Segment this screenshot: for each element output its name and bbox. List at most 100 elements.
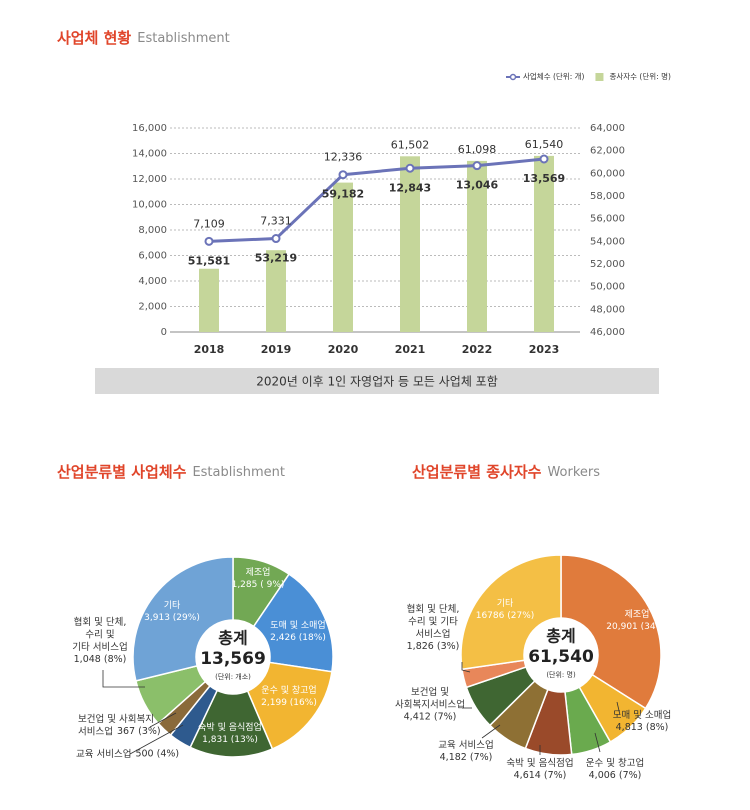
value-label: 367 (3%) — [117, 726, 161, 737]
y2-tick-label: 60,000 — [590, 168, 625, 179]
data-label: 12,336 — [324, 151, 363, 164]
segment-label: 보건업 및 사회복지서비스업 — [395, 686, 465, 711]
y2-tick-label: 54,000 — [590, 236, 625, 247]
label-line: 보건업 및 — [411, 686, 449, 698]
label-line: 사회복지서비스업 — [395, 698, 465, 710]
value-label: 16786 (27%) — [476, 611, 535, 621]
label-line: 제조업 — [246, 567, 271, 578]
line-marker — [539, 154, 549, 164]
label-line: 협회 및 단체, — [74, 616, 127, 628]
data-label: 53,219 — [255, 252, 297, 265]
data-label: 61,540 — [525, 138, 564, 151]
segment-label: 운수 및 창고업 — [261, 684, 316, 696]
bar — [333, 182, 353, 332]
segment-label: 교육 서비스업 — [438, 739, 493, 751]
leader-line — [594, 732, 601, 753]
note-box — [95, 368, 659, 394]
segment-label: 협회 및 단체, 수리 및 기타 서비스업 — [407, 603, 460, 640]
y2-tick-label: 56,000 — [590, 214, 625, 225]
y-tick-label: 14,000 — [132, 149, 167, 160]
label-line: 서비스업 — [416, 628, 451, 640]
legend-label: 종사자수 (단위: 명) — [609, 71, 671, 81]
leader-line — [102, 670, 145, 688]
label-line: 기타 서비스업 — [72, 641, 127, 653]
center-title: 총계 — [546, 627, 575, 646]
data-label: 51,581 — [188, 254, 230, 267]
value-label: 4,614 (7%) — [514, 770, 567, 781]
label-line: 제조업 — [625, 609, 650, 620]
data-label: 13,569 — [523, 172, 565, 185]
title: 산업분류별 사업체수 — [57, 463, 187, 481]
leader-line — [616, 701, 621, 716]
subtitle: Establishment — [137, 31, 230, 46]
label-line: 보건업 및 사회복지 — [78, 713, 154, 725]
leader-line — [461, 662, 471, 673]
legend-swatch — [595, 73, 604, 81]
x-tick-label: 2022 — [462, 343, 493, 356]
donut-segment — [246, 661, 333, 750]
data-label: 7,109 — [193, 217, 225, 230]
value-label: 4,412 (7%) — [404, 712, 457, 723]
segment-label: 도매 및 소매업 — [613, 709, 671, 721]
bar — [534, 155, 554, 332]
line-marker — [271, 234, 281, 244]
label-line: 기타 — [497, 598, 514, 609]
y2-tick-label: 48,000 — [590, 304, 625, 315]
leader-line — [149, 712, 177, 728]
label-line: 도매 및 소매업 — [613, 709, 671, 721]
center-unit: (단위: 개소) — [215, 672, 251, 681]
value-label: 4,006 (7%) — [589, 770, 642, 781]
label-line: 기타 — [164, 600, 181, 611]
title: 산업분류별 종사자수 — [412, 463, 542, 481]
y2-tick-label: 64,000 — [590, 123, 625, 134]
donut-hole — [524, 618, 598, 692]
value-label: 4,182 (7%) — [440, 752, 493, 763]
label-line: 운수 및 창고업 — [586, 757, 644, 769]
value-label: 20,901 (34%) — [606, 622, 667, 632]
y2-tick-label: 50,000 — [590, 282, 625, 293]
segment-label: 기타 — [497, 598, 514, 609]
center-total: 61,540 — [528, 647, 594, 667]
line-marker — [405, 163, 415, 173]
leader-line — [129, 724, 184, 755]
label-line: 서비스업 — [78, 725, 113, 737]
label-line: 숙박 및 음식점업 — [198, 721, 262, 733]
center-total: 13,569 — [200, 649, 266, 669]
line-marker — [472, 161, 482, 171]
data-label: 61,098 — [458, 143, 497, 156]
section-title: 산업분류별 사업체수 Establishment — [57, 463, 285, 481]
center-unit: (단위: 명) — [546, 670, 576, 679]
value-label: 4,813 (8%) — [616, 722, 669, 733]
y2-tick-label: 46,000 — [590, 327, 625, 338]
value-label: 2,426 (18%) — [270, 633, 326, 643]
segment-label: 도매 및 소매업 — [270, 619, 325, 631]
y2-tick-label: 58,000 — [590, 191, 625, 202]
segment-label: 보건업 및 사회복지 서비스업 — [78, 713, 154, 738]
label-line: 운수 및 창고업 — [261, 684, 316, 696]
y2-tick-label: 52,000 — [590, 259, 625, 270]
segment-label: 협회 및 단체, 수리 및 기타 서비스업 — [72, 616, 127, 653]
label-line: 협회 및 단체, — [407, 603, 460, 615]
value-label: 1,048 (8%) — [74, 654, 127, 665]
x-tick-label: 2020 — [328, 343, 359, 356]
bar — [199, 268, 219, 332]
value-label: 1,285 ( 9%) — [232, 580, 285, 590]
line — [208, 157, 545, 243]
note: 2020년 이후 1인 자영업자 등 모든 사업체 포함 — [256, 375, 498, 389]
data-label: 7,331 — [260, 215, 292, 228]
legend-marker — [509, 73, 517, 81]
label-line: 수리 및 기타 — [408, 615, 458, 627]
y-tick-label: 10,000 — [132, 200, 167, 211]
label-line: 교육 서비스업 — [76, 748, 131, 760]
center-title: 총계 — [218, 629, 247, 648]
data-label: 12,843 — [389, 181, 431, 194]
segment-label: 운수 및 창고업 — [586, 757, 644, 769]
value-label: 3,913 (29%) — [144, 613, 200, 623]
x-tick-label: 2019 — [261, 343, 292, 356]
donut-segment — [560, 554, 662, 710]
data-label: 59,182 — [322, 188, 364, 201]
line-marker — [204, 236, 214, 246]
section-title: 산업분류별 종사자수 Workers — [412, 463, 600, 481]
section-title: 사업체 현황 Establishment — [57, 29, 230, 47]
